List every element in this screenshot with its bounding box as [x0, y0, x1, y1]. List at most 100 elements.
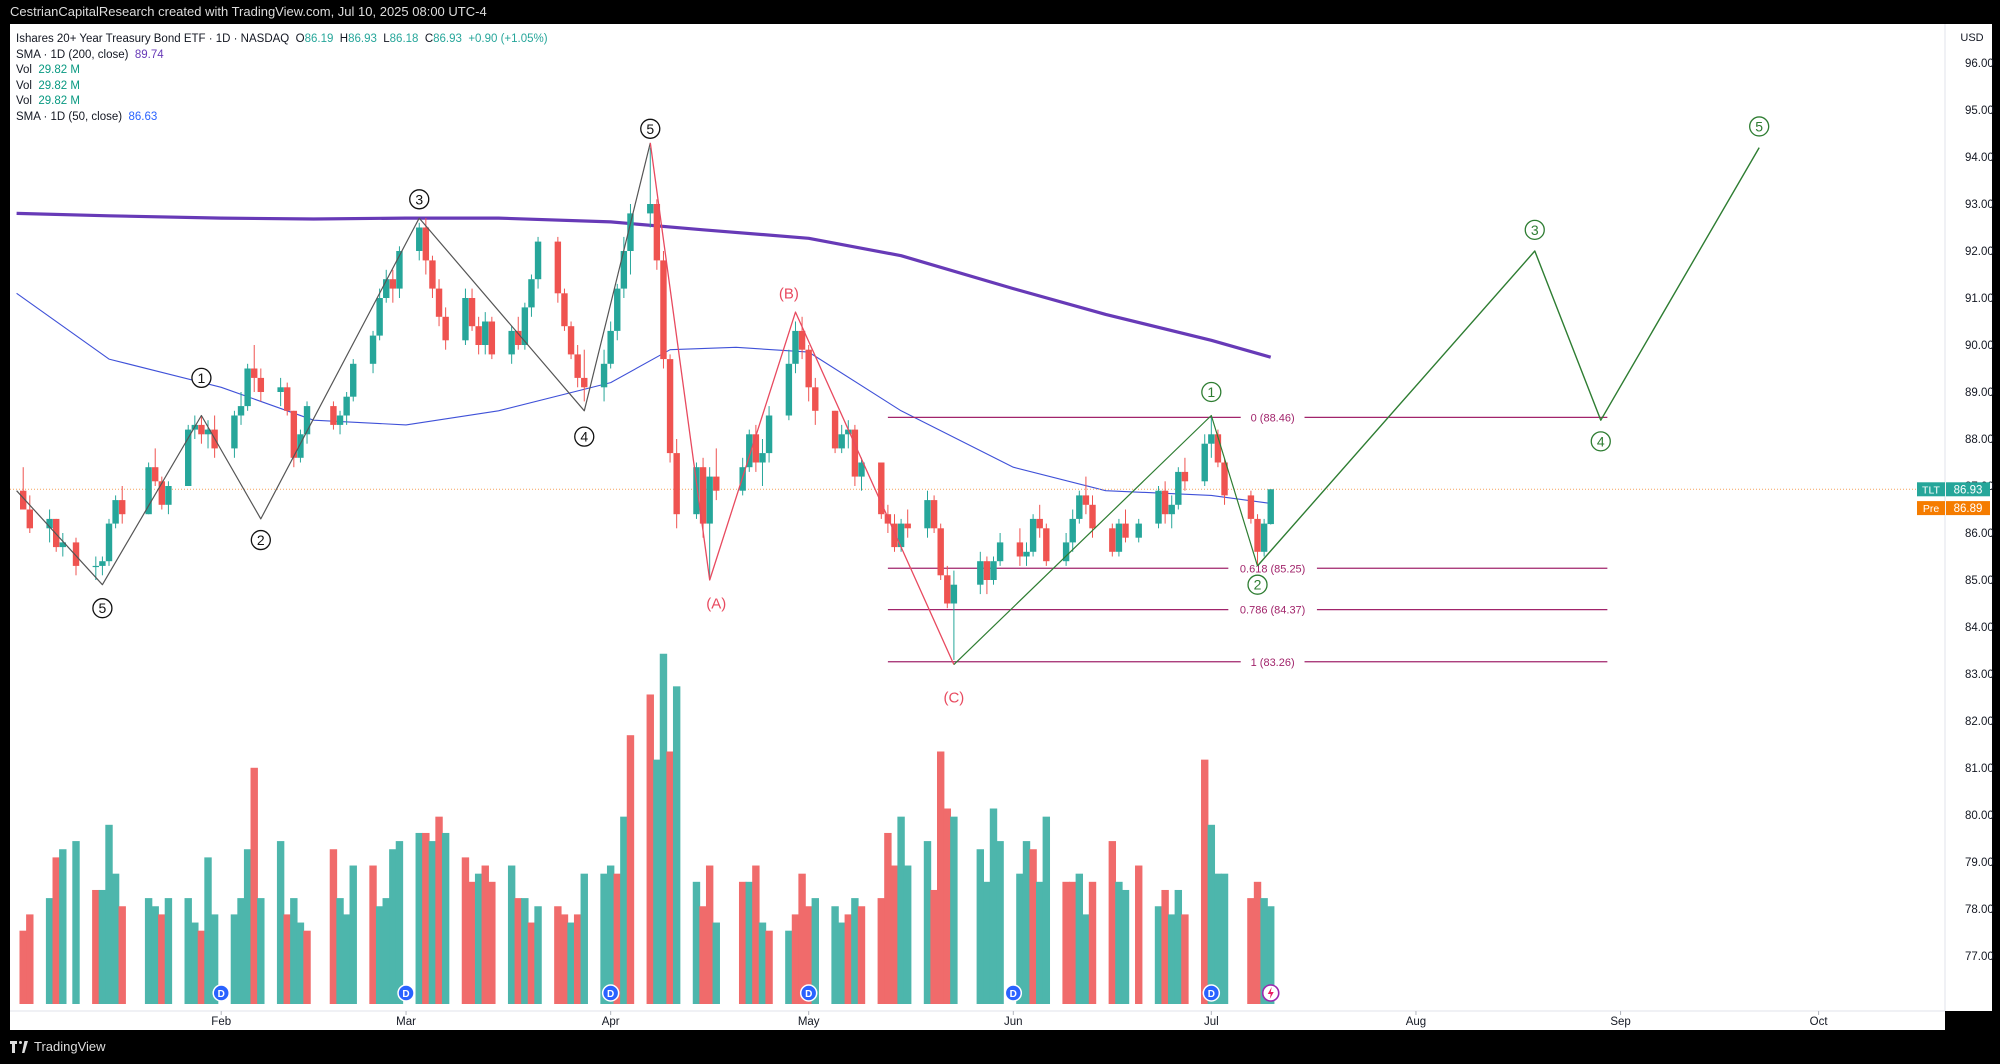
volume-bar: [375, 906, 384, 1004]
volume-bar: [699, 906, 707, 1004]
volume-bar: [514, 898, 522, 1004]
volume-bar: [943, 808, 951, 1004]
volume-bar: [884, 832, 892, 1004]
candle-body: [231, 415, 238, 449]
volume-bar: [989, 808, 998, 1004]
dividend-marker-icon: [397, 984, 415, 1002]
candle-body: [666, 359, 674, 454]
volume-bar: [210, 914, 219, 1004]
candle-body: [475, 326, 482, 345]
candle-body: [26, 509, 34, 529]
volume-bar: [606, 865, 615, 1004]
legend-sma200-row[interactable]: SMA · 1D (200, close) 89.74: [16, 48, 548, 64]
legend-symbol[interactable]: Ishares 20+ Year Treasury Bond ETF · 1D …: [16, 33, 290, 45]
volume-bar: [1069, 881, 1077, 1004]
candle-body: [600, 363, 608, 388]
volume-bar: [1062, 881, 1070, 1004]
legend-vol-row-3[interactable]: Vol 29.82 M: [16, 94, 548, 110]
volume-bar: [151, 906, 159, 1004]
candle-body: [607, 330, 614, 364]
volume-bar: [613, 873, 621, 1004]
volume-bar: [666, 751, 674, 1004]
candle-body: [46, 518, 53, 529]
volume-bar: [712, 922, 720, 1004]
volume-bar: [422, 832, 430, 1004]
volume-bar: [369, 865, 377, 1004]
volume-bar: [243, 849, 252, 1004]
fib-label-bg: [1228, 602, 1317, 617]
wave-label-green: 5: [1755, 118, 1763, 134]
volume-bar: [950, 816, 958, 1004]
legend-sma200-name: SMA · 1D (200, close): [16, 48, 129, 61]
candle-body: [627, 213, 634, 251]
x-tick-label: Jun: [1004, 1016, 1023, 1028]
wave-label-red: (C): [943, 690, 964, 707]
volume-bar: [230, 914, 239, 1004]
volume-bar: [930, 889, 938, 1004]
volume-bar: [257, 898, 265, 1004]
legend-close: 86.93: [433, 33, 462, 45]
volume-bar: [534, 906, 542, 1004]
candle-body: [435, 288, 443, 317]
volume-bar: [1174, 889, 1183, 1004]
candle-body: [105, 523, 113, 562]
candle-body: [858, 462, 865, 477]
volume-bar: [705, 865, 714, 1004]
candle-body: [1214, 434, 1222, 463]
candle-body: [1036, 518, 1043, 529]
legend-vol-row-2[interactable]: Vol 29.82 M: [16, 79, 548, 95]
volume-bar: [1108, 841, 1117, 1004]
legend-vol-row-1[interactable]: Vol 29.82 M: [16, 63, 548, 79]
attribution-bar: CestrianCapitalResearch created with Tra…: [0, 0, 2000, 24]
volume-bar: [481, 865, 489, 1004]
volume-bar: [897, 816, 905, 1004]
volume-bar: [573, 914, 582, 1004]
candle-body: [1016, 542, 1024, 557]
x-tick-label: Jul: [1204, 1016, 1219, 1028]
legend-sma50-row[interactable]: SMA · 1D (50, close) 86.63: [16, 110, 548, 126]
volume-bar: [765, 930, 773, 1004]
volume-bar: [45, 898, 54, 1004]
y-tick-label: 81.00: [1965, 763, 1994, 775]
candle-body: [944, 575, 951, 604]
candle-body: [1247, 495, 1255, 519]
volume-bar: [672, 686, 681, 1004]
dividend-marker-letter: D: [805, 989, 812, 1000]
candle-body: [983, 561, 991, 580]
volume-bar: [851, 898, 859, 1004]
volume-bar: [1260, 898, 1268, 1004]
price-chart[interactable]: USD 77.00 78.00 79.00 80.00 81.00 82.00 83.00 84…: [0, 24, 2000, 1030]
candle-body: [561, 293, 568, 327]
volume-bar: [976, 849, 985, 1004]
candle-body: [805, 349, 812, 388]
volume-bar: [276, 841, 285, 1004]
volume-bar: [936, 751, 945, 1004]
candle-body: [699, 467, 707, 524]
volume-bar: [626, 735, 635, 1004]
lightning-icon: [1267, 987, 1274, 999]
candle-body: [567, 326, 575, 355]
legend-high-label: H: [339, 33, 349, 45]
candle-body: [534, 241, 542, 280]
wave-label-circle: [92, 598, 113, 619]
volume-bar: [785, 930, 793, 1004]
volume-bar: [567, 922, 575, 1004]
x-tick-label: Feb: [211, 1016, 231, 1028]
y-tick-label: 83.00: [1965, 669, 1994, 681]
candle-body: [112, 500, 119, 524]
volume-bar: [105, 824, 113, 1004]
wave-label-black: 1: [198, 370, 206, 386]
footer-brand[interactable]: TradingView: [34, 1039, 106, 1054]
candle-body: [713, 476, 720, 491]
fib-label-bg: [1240, 654, 1305, 669]
candle-body: [1062, 542, 1070, 562]
volume-bar: [441, 832, 450, 1004]
wave-label-black: 4: [580, 429, 588, 445]
candle-body: [158, 481, 166, 505]
volume-bar: [554, 906, 562, 1004]
sma50-line: [16, 292, 1271, 504]
y-tick-label: 86.00: [1965, 528, 1994, 540]
volume-bar: [296, 922, 305, 1004]
volume-bar: [1220, 873, 1229, 1004]
candle-body: [1267, 489, 1274, 525]
